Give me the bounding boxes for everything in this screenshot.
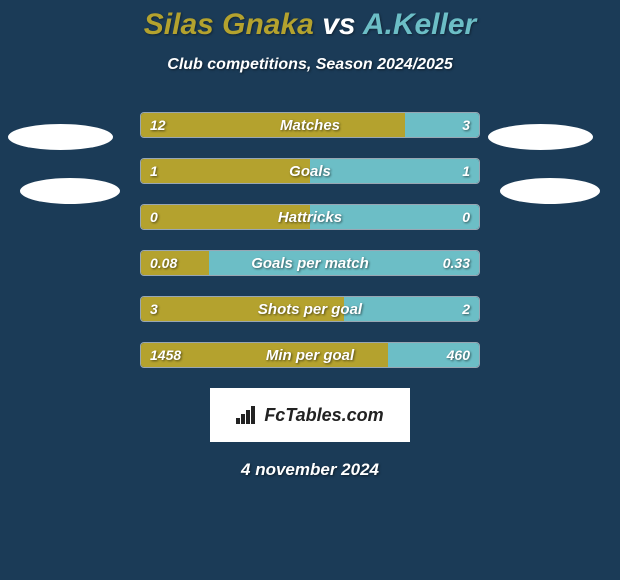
stat-value-right: 0 <box>452 204 480 230</box>
stat-value-left: 3 <box>140 296 168 322</box>
brand: FcTables.com <box>236 405 383 426</box>
stat-row: Goals per match0.08 0.33 <box>0 250 620 276</box>
stat-bar-left <box>141 113 405 137</box>
stat-row: Min per goal1458460 <box>0 342 620 368</box>
stat-value-left: 0 <box>140 204 168 230</box>
stat-value-left: 0.08 <box>140 250 187 276</box>
stat-row: Matches12 3 <box>0 112 620 138</box>
stat-value-left: 1458 <box>140 342 191 368</box>
brand-box: FcTables.com <box>210 388 410 442</box>
date-text: 4 november 2024 <box>0 460 620 480</box>
stat-value-left: 1 <box>140 158 168 184</box>
stat-bar: Goals per match <box>140 250 480 276</box>
page-title: Silas Gnaka vs A.Keller <box>0 0 620 42</box>
stat-bar: Hattricks <box>140 204 480 230</box>
stat-value-right: 460 <box>437 342 480 368</box>
stat-value-right: 3 <box>452 112 480 138</box>
stat-bar: Matches <box>140 112 480 138</box>
stat-row: Hattricks0 0 <box>0 204 620 230</box>
comparison-infographic: Silas Gnaka vs A.Keller Club competition… <box>0 0 620 580</box>
brand-text: FcTables.com <box>264 405 383 426</box>
vs-text: vs <box>322 8 355 41</box>
stat-row: Shots per goal3 2 <box>0 296 620 322</box>
stat-value-right: 0.33 <box>433 250 480 276</box>
stat-value-left: 12 <box>140 112 176 138</box>
player1-name: Silas Gnaka <box>144 8 314 41</box>
subtitle: Club competitions, Season 2024/2025 <box>0 56 620 74</box>
stat-bar-left <box>141 297 344 321</box>
stat-bar: Shots per goal <box>140 296 480 322</box>
bar-chart-icon <box>236 406 258 424</box>
stat-rows: Matches12 3 Goals1 1 Hattricks0 0 Goals per ma… <box>0 112 620 368</box>
stat-value-right: 2 <box>452 296 480 322</box>
player2-name: A.Keller <box>363 8 476 41</box>
stat-value-right: 1 <box>452 158 480 184</box>
stat-row: Goals1 1 <box>0 158 620 184</box>
stat-bar: Goals <box>140 158 480 184</box>
